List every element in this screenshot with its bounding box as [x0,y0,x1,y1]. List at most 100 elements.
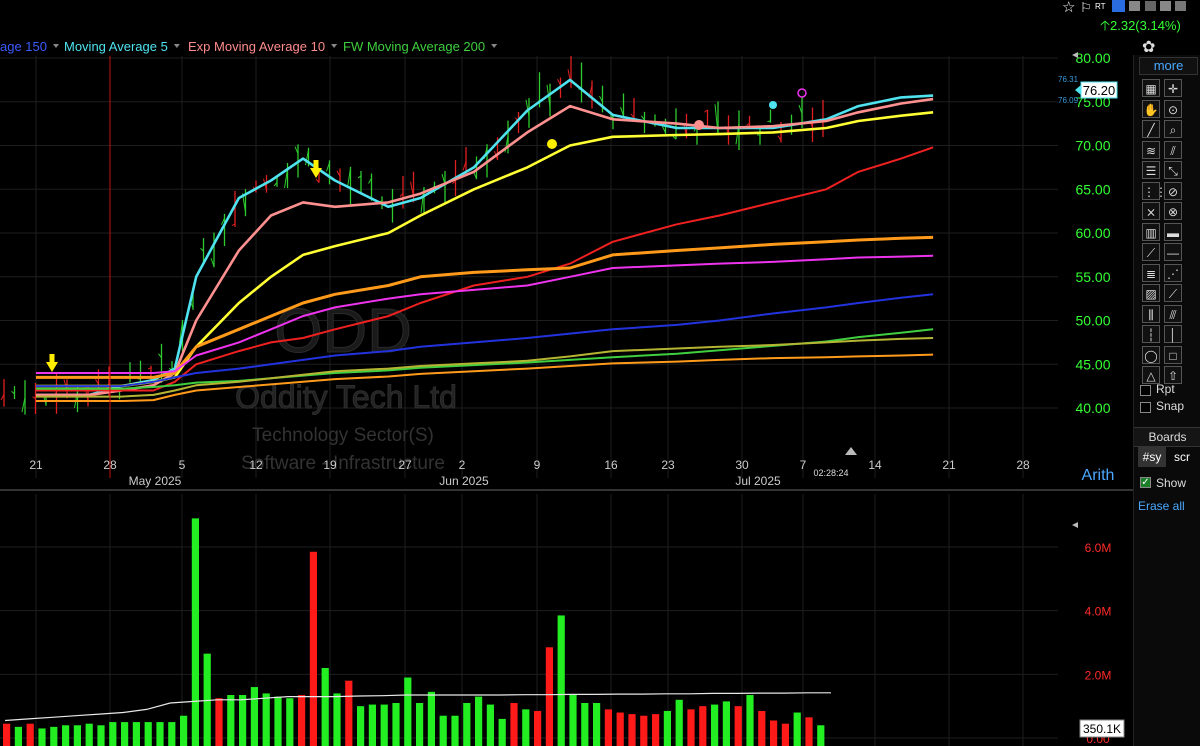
circle-slash-icon[interactable]: ⊘ [1164,181,1182,200]
volume-bar [569,695,577,746]
legend-item[interactable]: age 150 [0,39,47,54]
volume-bar [616,712,624,746]
down-arrow-icon [46,362,58,372]
volume-bar [250,687,258,746]
volume-bar [73,725,81,746]
price-bar-open [525,99,530,117]
price-tick-label: 80.00 [1075,50,1110,66]
levels-icon[interactable]: ☰ [1142,161,1160,179]
gann-icon[interactable]: ▨ [1142,284,1160,302]
flag-icon[interactable]: ⚐ [1080,0,1092,15]
ma-line [36,337,934,398]
volume-bar [298,695,306,746]
month-label: May 2025 [129,474,182,488]
price-tick-label: 70.00 [1075,138,1110,154]
price-bar-open [399,192,404,197]
legend-item[interactable]: FW Moving Average 200 [343,39,485,54]
dash-icon[interactable]: — [1164,243,1182,261]
dots-icon[interactable]: ⋮⋮ [1142,181,1167,200]
ma-line [36,254,934,374]
fan-icon[interactable]: ⋰ [1164,263,1182,282]
date-tick-label: 5 [179,458,186,472]
volume-bar [392,702,400,746]
export-icon[interactable] [1160,1,1171,11]
volume-bar [427,691,435,746]
volume-bar [722,701,730,746]
legend-item[interactable]: Exp Moving Average 10 [188,39,325,54]
snap-label: Snap [1156,399,1185,413]
more-button[interactable]: more [1139,57,1198,75]
legend-dropdown-icon[interactable] [53,44,59,48]
volume-collapse-icon[interactable] [1072,522,1078,528]
volume-bar [203,653,211,746]
rectangle-icon[interactable]: □ [1164,345,1182,364]
regression-icon[interactable]: ⫻ [1164,304,1182,323]
price-bar-open [609,115,614,119]
s-plus-icon[interactable] [1112,0,1125,12]
channel-icon[interactable]: ⫽ [1164,140,1182,159]
wave-icon[interactable]: ≋ [1142,140,1160,159]
price-bar-open [662,126,666,133]
date-tick-label: 23 [661,458,675,472]
volume-bar [675,699,683,746]
volume-bar [593,702,601,746]
show-checkbox[interactable]: ✓ [1140,477,1151,488]
scr-tab[interactable]: scr [1174,450,1190,464]
ray-icon[interactable]: ⟋ [1142,243,1160,261]
cross-icon[interactable]: ⨯ [1142,202,1160,220]
vline-dotted-icon[interactable]: ┆ [1142,325,1160,343]
volume-panel[interactable]: 6.0M4.0M2.0M0.00 [0,494,1111,746]
scale-mode-button[interactable]: Arith [1082,467,1115,484]
price-bar-open [326,162,330,172]
zoom-icon[interactable]: ⌕ [1164,120,1182,138]
arrow-up-icon[interactable]: ⇧ [1164,366,1182,384]
price-panel[interactable]: ODD Oddity Tech Ltd Technology Sector(S)… [0,50,1111,488]
ellipse-icon[interactable]: ◯ [1142,345,1160,364]
volume-bar [557,615,565,746]
price-bar-open [315,178,320,183]
trend-icon[interactable]: ⤡ [1164,161,1182,179]
hline-icon[interactable]: ▬ [1164,222,1182,241]
save-icon[interactable] [1129,1,1140,11]
watermark-industry: Software - Infrastructure [241,453,445,474]
snap-checkbox[interactable] [1140,402,1151,413]
target2-icon[interactable]: ⊗ [1164,202,1182,220]
legend-dropdown-icon[interactable] [491,44,498,48]
date-tick-label: 28 [1016,458,1030,472]
line-tool-icon[interactable]: ╱ [1142,120,1160,138]
rt-label[interactable]: RT [1095,2,1106,11]
collapse-icon[interactable] [1072,52,1078,58]
pitchfork-icon[interactable]: ⫼ [1142,304,1160,323]
triangle-icon[interactable]: △ [1142,366,1160,384]
erase-all-link[interactable]: Erase all [1138,499,1185,513]
legend-dropdown-icon[interactable] [331,44,338,48]
volume-bar [180,715,188,746]
fib-icon[interactable]: ▥ [1142,222,1160,241]
color-wheel-icon[interactable]: ✿ [1142,39,1156,56]
parallel-icon[interactable]: ≣ [1142,263,1160,282]
volume-bar [333,693,341,746]
rpt-checkbox[interactable] [1140,385,1151,396]
window-icon[interactable] [1175,1,1186,11]
sy-tab[interactable]: #sy [1138,447,1166,467]
volume-bar [321,667,329,746]
down-arrow-stem [313,160,319,168]
star-icon[interactable]: ☆ [1062,0,1075,16]
target-icon[interactable]: ⊙ [1164,99,1182,118]
hand-icon[interactable]: ✋ [1142,99,1160,118]
price-bar-open [798,104,803,114]
print-icon[interactable] [1145,1,1156,11]
expand-up-icon[interactable] [845,447,857,455]
legend-dropdown-icon[interactable] [173,44,180,48]
month-label: Jul 2025 [735,474,781,488]
grid-tool-icon[interactable]: ▦ [1142,79,1160,97]
angle-icon[interactable]: ⟋ [1164,284,1182,302]
price-bar-open [158,353,162,359]
volume-bar [498,718,506,746]
legend-item[interactable]: Moving Average 5 [64,39,168,54]
crosshair-icon[interactable]: ✛ [1164,79,1182,97]
volume-bar [286,698,294,746]
vline-icon[interactable]: │ [1164,325,1182,343]
